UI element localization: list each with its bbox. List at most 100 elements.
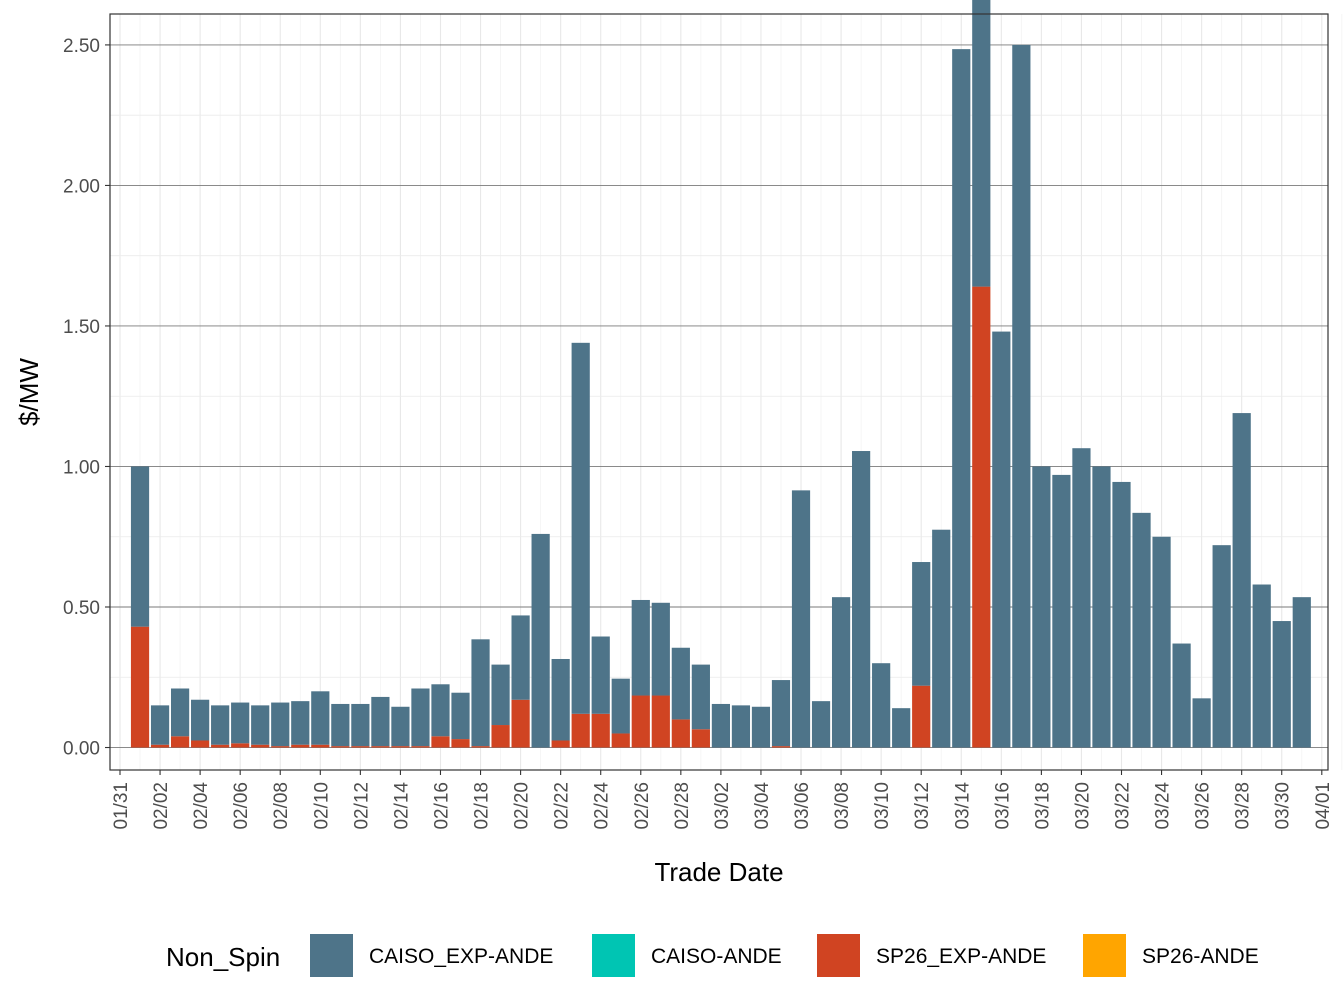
bar-segment: [311, 691, 330, 745]
bar-segment: [1012, 44, 1031, 748]
y-axis: 0.00 0.50 1.00 1.50 2.00 2.50: [63, 36, 110, 760]
bar-segment: [331, 703, 350, 747]
bar-segment: [391, 746, 410, 748]
x-tick-label: 02/12: [351, 782, 372, 830]
legend-label: CAISO_EXP-ANDE: [369, 945, 553, 968]
x-tick-label: 03/22: [1113, 782, 1134, 830]
x-tick-label: 01/31: [111, 782, 132, 830]
bar-segment: [872, 663, 891, 748]
bar-segment: [170, 736, 190, 748]
bar-segment: [852, 451, 871, 748]
bar-segment: [932, 529, 951, 748]
bar-segment: [631, 695, 650, 748]
x-tick-label: 02/26: [632, 782, 653, 830]
legend-key: [817, 934, 860, 977]
bar-segment: [1172, 643, 1191, 748]
bar-segment: [671, 719, 690, 748]
bar-segment: [170, 688, 190, 737]
bar-segment: [431, 736, 450, 748]
bar-segment: [351, 746, 370, 748]
x-tick-label: 03/10: [872, 782, 893, 830]
bar-segment: [211, 705, 230, 745]
bar-segment: [130, 626, 150, 748]
bar-segment: [511, 615, 530, 700]
bar-segment: [771, 680, 791, 747]
bar-segment: [751, 706, 771, 748]
bar-segment: [952, 49, 971, 748]
x-tick-label: 02/20: [512, 782, 533, 830]
x-tick-label: 03/08: [832, 782, 853, 830]
x-tick-label: 02/16: [431, 782, 452, 830]
bar-segment: [531, 533, 550, 748]
bar-segment: [130, 466, 150, 627]
bar-segment: [311, 744, 330, 748]
bar-segment: [291, 744, 310, 748]
bar-segment: [331, 746, 350, 748]
bars: [130, 0, 1311, 748]
bar-segment: [150, 744, 170, 748]
legend: Non_Spin CAISO_EXP-ANDE CAISO-ANDE SP26_EX…: [166, 934, 1259, 977]
x-tick-label: 02/22: [552, 782, 573, 830]
y-tick-label: 1.50: [63, 317, 100, 338]
x-tick-label: 03/16: [992, 782, 1013, 830]
bar-segment: [451, 692, 470, 740]
legend-label: SP26-ANDE: [1142, 945, 1259, 968]
x-tick-label: 03/18: [1032, 782, 1053, 830]
y-tick-label: 2.00: [63, 176, 100, 197]
x-tick-label: 03/28: [1233, 782, 1254, 830]
bar-segment: [1152, 536, 1171, 748]
x-tick-label: 03/02: [712, 782, 733, 830]
bar-segment: [411, 688, 430, 747]
bar-segment: [1132, 512, 1151, 748]
bar-segment: [972, 0, 991, 287]
bar-segment: [391, 706, 410, 747]
x-tick-label: 03/24: [1153, 782, 1174, 830]
bar-segment: [992, 331, 1011, 748]
bar-segment: [251, 705, 270, 745]
x-axis-title: Trade Date: [654, 857, 783, 887]
bar-segment: [571, 713, 590, 748]
bar-segment: [611, 733, 630, 748]
x-tick-label: 02/02: [151, 782, 172, 830]
bar-segment: [811, 701, 831, 748]
x-tick-label: 02/28: [672, 782, 693, 830]
bar-segment: [231, 743, 250, 748]
x-tick-label: 03/14: [952, 782, 973, 830]
bar-segment: [571, 342, 590, 714]
bar-segment: [831, 597, 851, 748]
bar-segment: [731, 705, 751, 748]
x-tick-label: 02/06: [231, 782, 252, 830]
bar-segment: [491, 725, 510, 748]
bar-segment: [1052, 474, 1071, 748]
bar-segment: [771, 746, 791, 748]
bar-segment: [972, 286, 991, 748]
bar-segment: [191, 699, 210, 741]
bar-segment: [591, 713, 610, 748]
bar-segment: [1252, 584, 1271, 748]
x-tick-label: 03/04: [752, 782, 773, 830]
bar-segment: [491, 664, 510, 726]
bar-segment: [291, 701, 310, 745]
y-tick-label: 0.00: [63, 739, 100, 760]
x-tick-label: 02/04: [191, 782, 212, 830]
legend-label: SP26_EXP-ANDE: [876, 945, 1046, 968]
x-axis: 01/31 02/02 02/04 02/06 02/08 02/10 02/12 02/14…: [111, 770, 1334, 830]
x-tick-label: 03/26: [1193, 782, 1214, 830]
bar-segment: [1292, 597, 1311, 748]
bar-segment: [912, 685, 931, 748]
bar-segment: [1272, 621, 1291, 748]
bar-segment: [471, 639, 490, 747]
bar-segment: [1092, 466, 1111, 748]
legend-label: CAISO-ANDE: [651, 945, 782, 968]
bar-segment: [231, 702, 250, 744]
bar-segment: [551, 658, 570, 741]
bar-segment: [431, 684, 450, 737]
bar-segment: [371, 696, 390, 747]
bar-segment: [371, 746, 390, 748]
bar-segment: [1072, 448, 1091, 748]
bar-segment: [691, 664, 710, 730]
x-tick-label: 03/20: [1072, 782, 1093, 830]
bar-segment: [892, 708, 911, 748]
bar-segment: [551, 740, 570, 748]
